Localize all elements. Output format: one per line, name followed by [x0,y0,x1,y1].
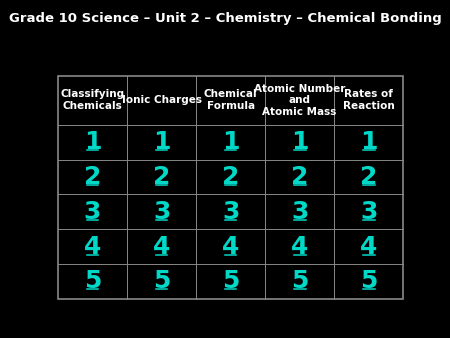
Text: 2: 2 [222,165,239,189]
Text: 5: 5 [360,269,378,293]
Text: 4: 4 [360,235,378,259]
Text: 5: 5 [153,269,170,293]
Text: Rates of
Reaction: Rates of Reaction [343,90,395,111]
Text: Chemical
Formula: Chemical Formula [204,90,257,111]
Text: 2: 2 [291,165,308,189]
Text: 3: 3 [84,200,101,224]
Text: 2: 2 [153,165,170,189]
Text: Ionic Charges: Ionic Charges [122,95,202,105]
Text: 1: 1 [153,130,170,154]
Text: Atomic Number
and
Atomic Mass: Atomic Number and Atomic Mass [254,83,345,117]
Text: Grade 10 Science – Unit 2 – Chemistry – Chemical Bonding: Grade 10 Science – Unit 2 – Chemistry – … [9,12,441,25]
Text: 5: 5 [291,269,308,293]
Text: 1: 1 [222,130,239,154]
Text: 2: 2 [360,165,378,189]
Text: 5: 5 [222,269,239,293]
Text: Classifying
Chemicals: Classifying Chemicals [60,90,125,111]
Text: 5: 5 [84,269,101,293]
Text: 4: 4 [222,235,239,259]
Text: 4: 4 [84,235,101,259]
Text: 3: 3 [291,200,308,224]
Text: 3: 3 [360,200,378,224]
Text: 4: 4 [291,235,308,259]
Text: 4: 4 [153,235,170,259]
Bar [58,76,403,299]
Text: 2: 2 [84,165,101,189]
Text: 3: 3 [222,200,239,224]
Text: 1: 1 [360,130,378,154]
Text: 3: 3 [153,200,170,224]
Text: 1: 1 [291,130,308,154]
Text: 1: 1 [84,130,101,154]
